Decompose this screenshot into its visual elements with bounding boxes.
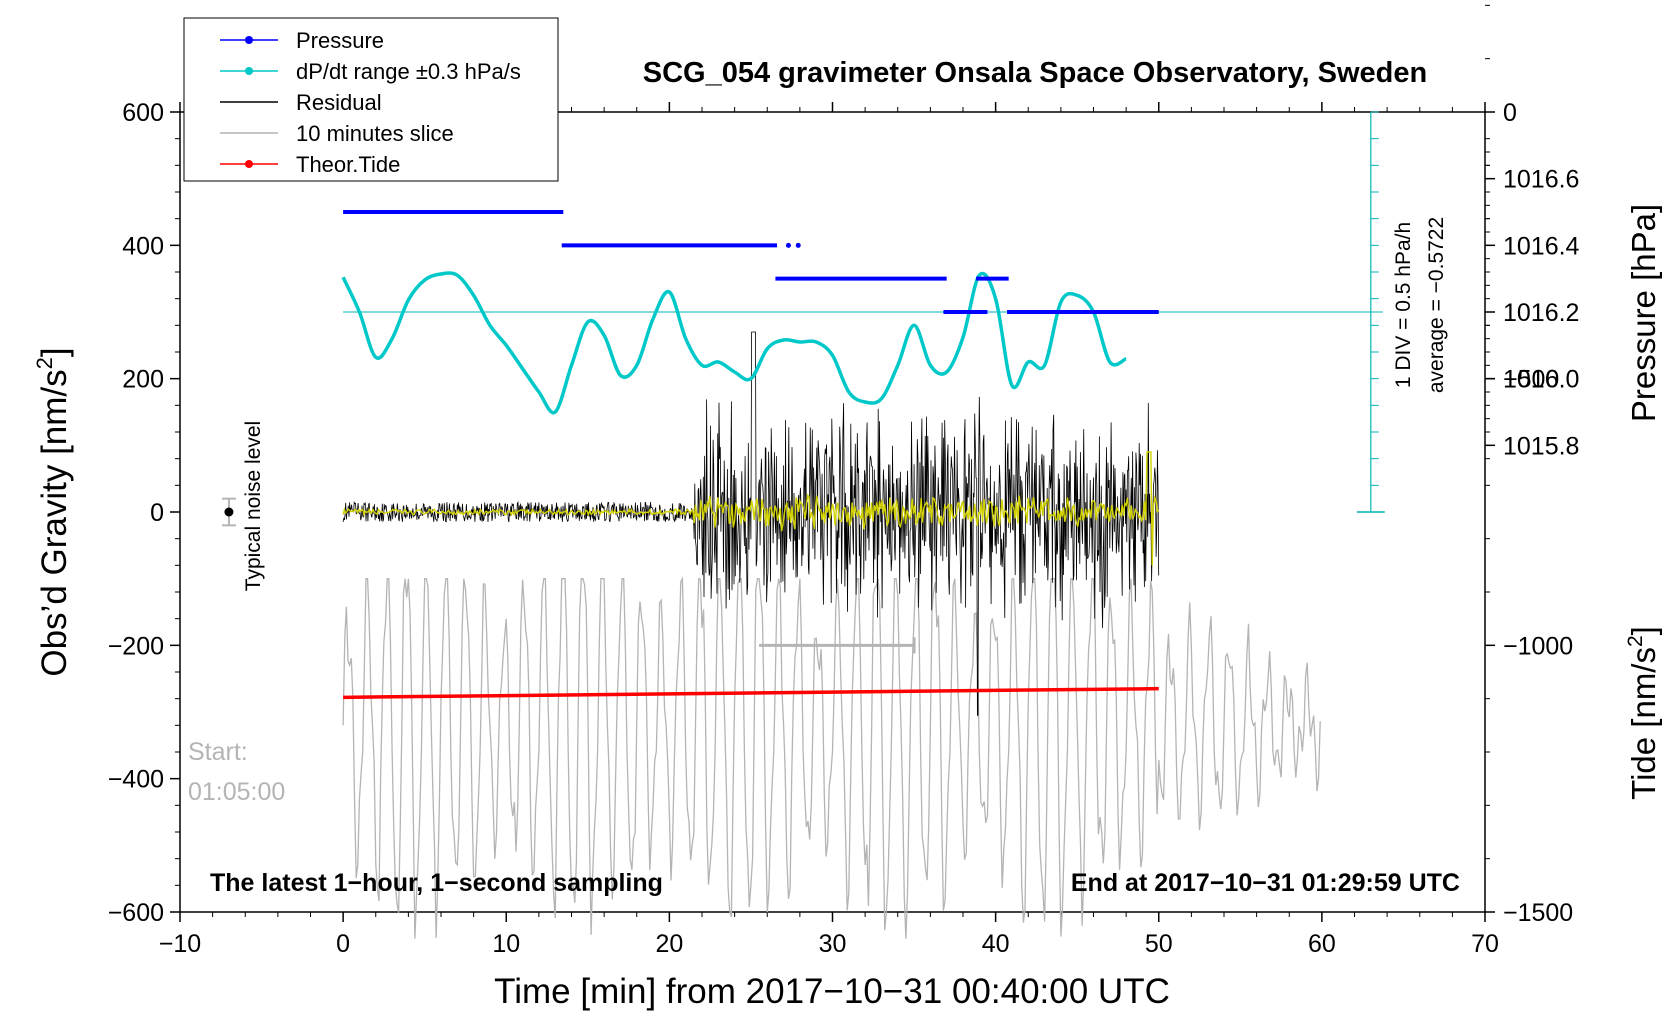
start-label: Start: [188,738,248,766]
x-tick-label: 70 [1471,930,1499,958]
y-left-tick-label: −600 [108,899,164,927]
legend-label: dP/dt range ±0.3 hPa/s [296,59,521,84]
y-right-tide-label-sup: 2 [1624,635,1647,647]
y-right-pressure-label: Pressure [hPa] [1625,204,1662,422]
cyan-div-label: 1 DIV = 0.5 hPa/h [1392,222,1415,388]
noise-level-label: Typical noise level [242,421,265,591]
legend-swatch-marker [245,160,253,168]
pressure-tick-label: 1016.6 [1503,166,1579,194]
theor-tide-line [343,686,1159,700]
bottom-right-note: End at 2017−10−31 01:29:59 UTC [1071,869,1460,897]
x-tick-label: 20 [655,930,683,958]
pressure-tick-label: 1015.8 [1503,432,1579,460]
y-left-axis-label: Obs’d Gravity [nm/s2] [32,347,74,676]
axis-ticks: −10 0 10 20 30 40 50 60 70 −600 −400 −200 0 200 400 600… [108,4,1580,958]
pressure-point [795,242,801,248]
tide-tick-label: −500 [1503,366,1559,394]
x-tick-label: 60 [1308,930,1336,958]
y-left-tick-label: 0 [150,499,164,527]
tide-tick-label: −1500 [1503,899,1573,927]
y-right-tide-label-main: Tide [nm/s [1625,647,1662,800]
dpdt-series-line [341,271,1127,415]
legend-label: Theor.Tide [296,152,400,177]
legend-swatch-marker [245,36,253,44]
y-left-tick-label: −200 [108,632,164,660]
pressure-tick-label: 1016.2 [1503,299,1579,327]
series-layer [221,210,1321,939]
y-left-tick-label: 400 [122,232,164,260]
y-left-label-main: Obs’d Gravity [nm/s [35,369,74,676]
bottom-left-note: The latest 1−hour, 1−second sampling [210,869,663,897]
tide-tick-label: 0 [1503,99,1517,127]
y-right-tide-label: Tide [nm/s2] [1624,626,1662,800]
legend-label: 10 minutes slice [296,121,454,146]
x-axis-label: Time [min] from 2017−10−31 00:40:00 UTC [494,972,1170,1011]
legend: Pressure dP/dt range ±0.3 hPa/s Residual 10… [183,17,559,182]
x-tick-label: 30 [819,930,847,958]
x-tick-label: 40 [982,930,1010,958]
y-right-tide-label-end: ] [1625,626,1662,635]
start-time-label: 01:05:00 [188,778,285,806]
slice-series-line [342,576,1321,939]
cyan-average-label: average = −0.5722 [1425,217,1448,393]
x-tick-label: −10 [159,930,201,958]
legend-label: Residual [296,90,382,115]
legend-label: Pressure [296,28,384,53]
pressure-point [785,242,791,248]
y-left-tick-label: 600 [122,99,164,127]
cyan-scale [343,111,1385,513]
y-left-tick-label: 200 [122,366,164,394]
filtered-residual-line [342,451,1160,566]
legend-swatch-marker [245,67,253,75]
x-tick-label: 10 [492,930,520,958]
y-left-tick-label: −400 [108,766,164,794]
x-tick-label: 0 [336,930,350,958]
tide-tick-label: −1000 [1503,632,1573,660]
legend-rows: Pressure dP/dt range ±0.3 hPa/s Residual 10… [220,28,521,177]
noise-point [224,507,234,517]
y-left-label-sup: 2 [32,357,57,369]
legend-box [183,17,559,182]
x-tick-label: 50 [1145,930,1173,958]
y-left-label-end: ] [35,347,74,357]
chart-title: SCG_054 gravimeter Onsala Space Observat… [643,57,1427,89]
pressure-tick-label: 1016.0 [1503,366,1579,394]
pressure-tick-label: 1016.4 [1503,232,1580,260]
